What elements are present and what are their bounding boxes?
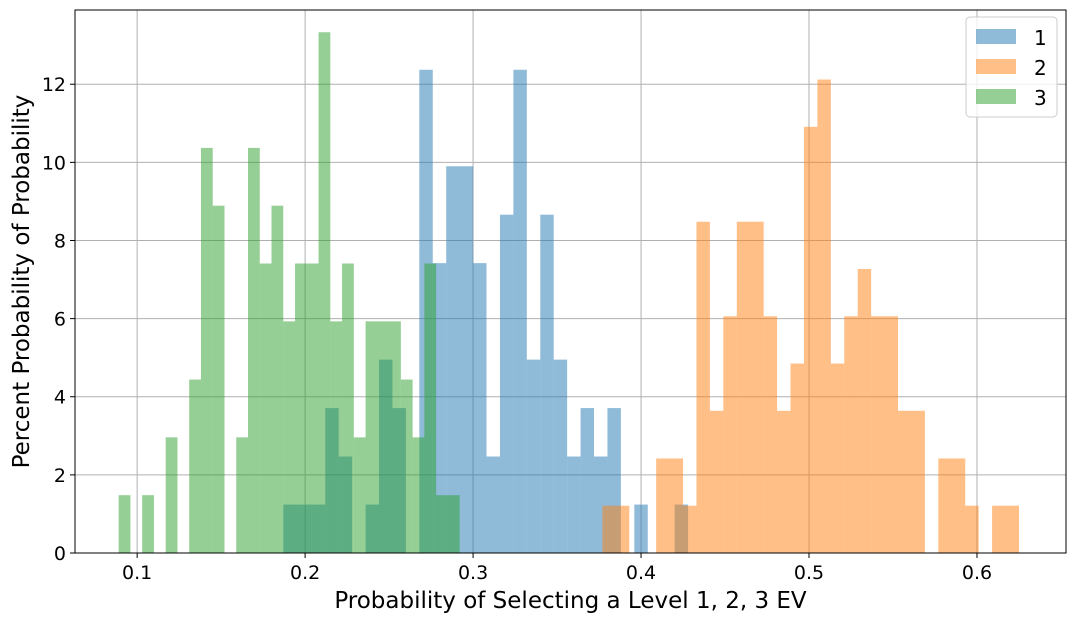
- legend-swatch: [976, 29, 1016, 44]
- histogram-bar: [295, 263, 319, 553]
- histogram-bar: [353, 437, 366, 553]
- histogram-bar: [271, 205, 284, 553]
- histogram-bar: [992, 505, 1019, 553]
- histogram-bar: [898, 410, 925, 553]
- histogram-bar: [709, 410, 724, 553]
- plot-frame: [74, 9, 1067, 554]
- y-tick-label: 4: [54, 387, 66, 409]
- histogram-bar: [602, 505, 630, 553]
- histogram-bar: [763, 316, 778, 553]
- y-tick-label: 12: [42, 74, 66, 96]
- series-3-bars: [118, 32, 460, 553]
- histogram-bar: [165, 437, 178, 553]
- legend-label: 2: [1034, 56, 1047, 80]
- series-2-bars: [602, 79, 1019, 554]
- histogram-bar: [318, 32, 331, 553]
- histogram-bars: [118, 32, 1019, 554]
- histogram-bar: [553, 359, 568, 553]
- histogram-bar: [499, 214, 514, 553]
- histogram-bar: [486, 456, 500, 553]
- legend-label: 3: [1034, 86, 1047, 110]
- legend-label: 1: [1034, 26, 1047, 50]
- histogram-bar: [236, 437, 249, 553]
- histogram-bar: [830, 363, 845, 553]
- histogram-bar: [513, 69, 527, 553]
- histogram-bar: [283, 321, 296, 553]
- histogram-bar: [965, 505, 979, 553]
- y-tick-label: 2: [54, 465, 66, 487]
- histogram-bar: [412, 437, 425, 553]
- legend-swatch: [976, 59, 1016, 74]
- histogram-bar: [790, 363, 804, 553]
- y-axis-label: Percent Probability of Probability: [9, 95, 35, 469]
- y-tick-label: 8: [54, 230, 66, 252]
- histogram-bar: [446, 166, 474, 554]
- histogram-bar: [436, 495, 460, 553]
- histogram-bar: [424, 263, 437, 553]
- histogram-bar: [736, 221, 764, 553]
- histogram-bar: [803, 126, 818, 554]
- histogram-bar: [871, 316, 899, 553]
- histogram-bar: [342, 263, 354, 553]
- histogram-bar: [330, 321, 343, 553]
- x-tick-label: 0.2: [290, 562, 320, 584]
- histogram-bar: [540, 214, 554, 553]
- legend-swatch: [976, 89, 1016, 104]
- histogram-bar: [526, 359, 541, 553]
- axis-ticks: 0.1 0.2 0.3 0.4 0.5 0.6 0 2 4 6 8 10 12: [42, 74, 992, 584]
- histogram-bar: [656, 458, 684, 553]
- histogram-bar: [189, 379, 201, 553]
- histogram-bar: [142, 495, 154, 553]
- histogram-bar: [634, 504, 648, 553]
- histogram-bar: [857, 268, 872, 553]
- legend: 1 2 3: [965, 16, 1058, 118]
- x-tick-label: 0.4: [626, 562, 656, 584]
- histogram-bar: [200, 147, 213, 553]
- x-axis-label: Probability of Selecting a Level 1, 2, 3…: [334, 588, 807, 614]
- histogram-bar: [777, 410, 791, 553]
- histogram-bar: [248, 147, 260, 553]
- histogram-bar: [844, 316, 858, 553]
- histogram-bar: [365, 321, 401, 553]
- x-tick-label: 0.1: [122, 562, 152, 584]
- x-tick-label: 0.5: [794, 562, 824, 584]
- histogram-bar: [683, 505, 697, 553]
- histogram-bar: [817, 79, 831, 554]
- histogram-bar: [696, 221, 710, 553]
- histogram-bar: [567, 456, 581, 553]
- histogram-bar: [473, 263, 487, 553]
- histogram-bar: [723, 316, 737, 553]
- histogram-bar: [938, 458, 966, 553]
- histogram-bar: [118, 495, 131, 553]
- histogram-bar: [400, 379, 413, 553]
- x-tick-label: 0.3: [458, 562, 488, 584]
- histogram-bar: [580, 408, 595, 553]
- y-tick-label: 10: [42, 152, 66, 174]
- y-tick-label: 6: [54, 309, 66, 331]
- y-tick-label: 0: [54, 543, 66, 565]
- histogram-bar: [212, 205, 225, 553]
- histogram-bar: [259, 263, 272, 553]
- x-tick-label: 0.6: [962, 562, 992, 584]
